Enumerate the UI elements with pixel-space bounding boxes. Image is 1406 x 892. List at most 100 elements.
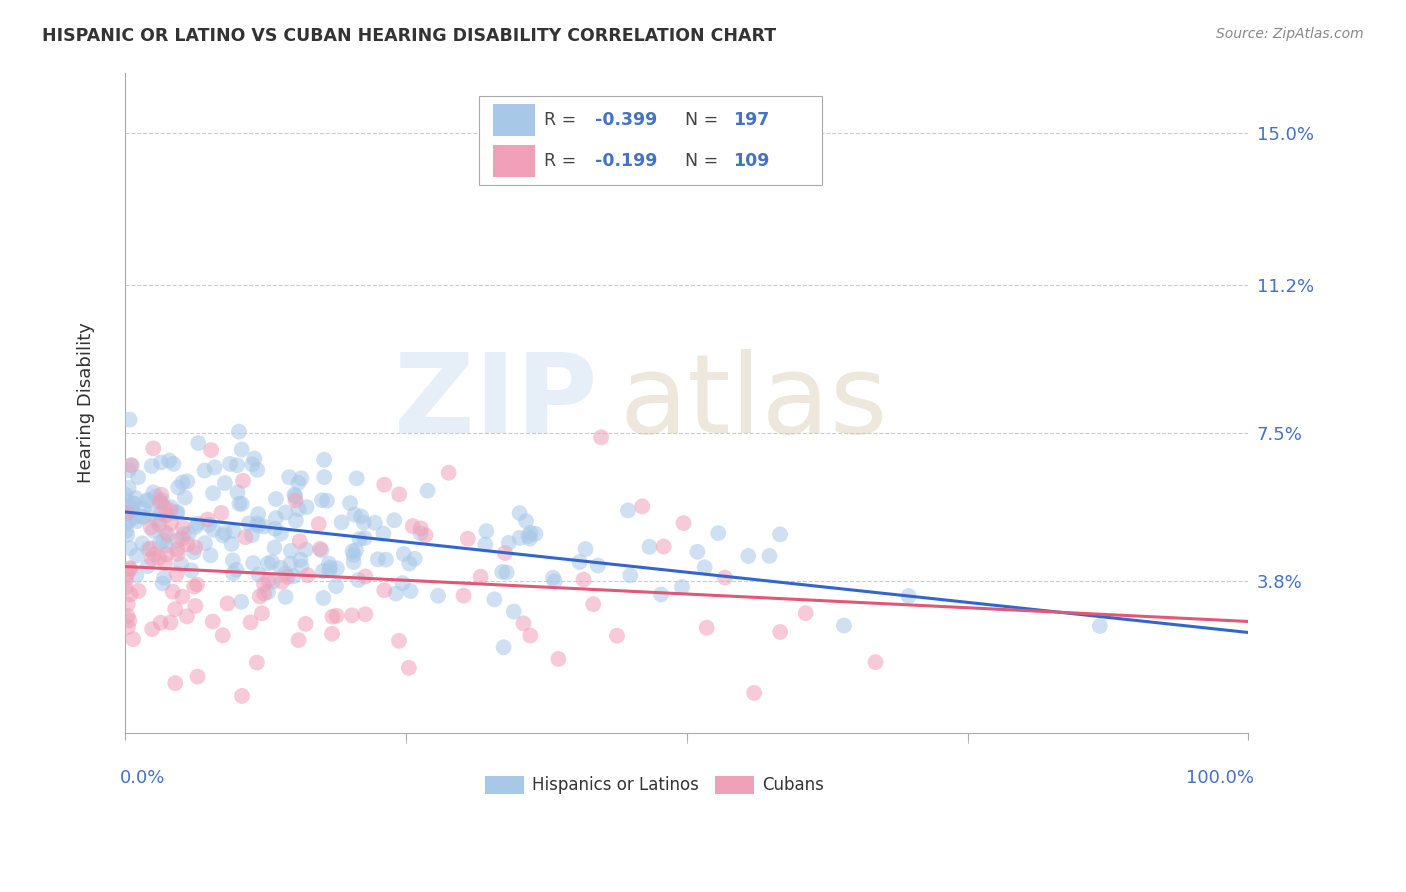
Point [136, 542, 159, 557]
Point [402, 519, 425, 533]
Point [176, 609, 198, 624]
Point [312, 564, 335, 578]
Point [638, 540, 661, 554]
Point [198, 517, 221, 532]
Point [231, 442, 253, 457]
Point [231, 497, 253, 511]
Point [141, 551, 163, 566]
Point [270, 526, 292, 541]
Point [274, 590, 297, 604]
Point [172, 532, 194, 546]
Point [118, 561, 141, 575]
Point [166, 547, 188, 561]
Point [132, 509, 155, 524]
Point [231, 689, 253, 703]
Point [170, 558, 193, 572]
Point [149, 536, 172, 550]
Point [139, 520, 162, 534]
Point [202, 486, 225, 500]
Point [219, 457, 242, 471]
Point [693, 560, 716, 574]
Point [517, 529, 540, 543]
Point [141, 622, 163, 636]
Point [606, 629, 628, 643]
Point [204, 460, 226, 475]
Point [330, 516, 353, 530]
Point [288, 534, 311, 549]
Point [294, 616, 316, 631]
Point [125, 549, 148, 563]
Point [287, 502, 309, 516]
Point [177, 527, 200, 541]
Point [262, 574, 284, 589]
Point [160, 500, 183, 515]
Point [541, 571, 564, 585]
Point [118, 541, 141, 556]
Point [543, 574, 565, 589]
Point [375, 552, 398, 566]
Point [832, 618, 855, 632]
Point [184, 520, 207, 534]
Bar [492, 104, 536, 136]
Point [162, 457, 184, 471]
Point [340, 608, 363, 623]
Point [125, 514, 148, 528]
Point [494, 546, 516, 560]
Point [155, 508, 177, 523]
Point [249, 590, 271, 604]
Text: Cubans: Cubans [762, 776, 824, 794]
Point [491, 565, 513, 579]
Point [143, 547, 166, 561]
Point [671, 580, 693, 594]
Point [246, 516, 269, 531]
Point [398, 557, 420, 571]
Bar [485, 776, 524, 794]
Point [250, 606, 273, 620]
Point [172, 475, 194, 490]
Point [157, 453, 180, 467]
Point [297, 568, 319, 582]
Point [165, 676, 187, 690]
Point [141, 458, 163, 473]
Point [325, 579, 347, 593]
Point [183, 545, 205, 559]
Point [373, 526, 395, 541]
Point [388, 633, 411, 648]
Point [122, 497, 145, 511]
Point [222, 566, 245, 581]
Point [201, 615, 224, 629]
Point [118, 613, 141, 627]
Point [391, 576, 413, 591]
Point [512, 616, 534, 631]
Text: Hispanics or Latinos: Hispanics or Latinos [531, 776, 699, 794]
Point [568, 555, 591, 569]
Point [257, 585, 280, 599]
Point [167, 480, 190, 494]
Point [138, 493, 160, 508]
Point [519, 525, 541, 540]
Point [115, 528, 138, 542]
Text: -0.199: -0.199 [595, 153, 657, 170]
Point [235, 530, 257, 544]
Point [398, 661, 420, 675]
FancyBboxPatch shape [479, 96, 821, 186]
Point [263, 541, 285, 555]
Point [364, 516, 387, 530]
Point [246, 463, 269, 477]
Point [153, 571, 176, 585]
Point [246, 656, 269, 670]
Point [176, 475, 198, 489]
Point [117, 620, 139, 634]
Point [155, 539, 177, 553]
Point [166, 542, 188, 557]
Point [166, 533, 188, 548]
Point [344, 543, 367, 558]
Point [128, 584, 150, 599]
Point [150, 493, 173, 508]
Text: 100.0%: 100.0% [1185, 769, 1254, 787]
Point [239, 615, 262, 630]
Point [114, 573, 136, 587]
Point [274, 505, 297, 519]
Point [287, 475, 309, 490]
Point [617, 503, 640, 517]
